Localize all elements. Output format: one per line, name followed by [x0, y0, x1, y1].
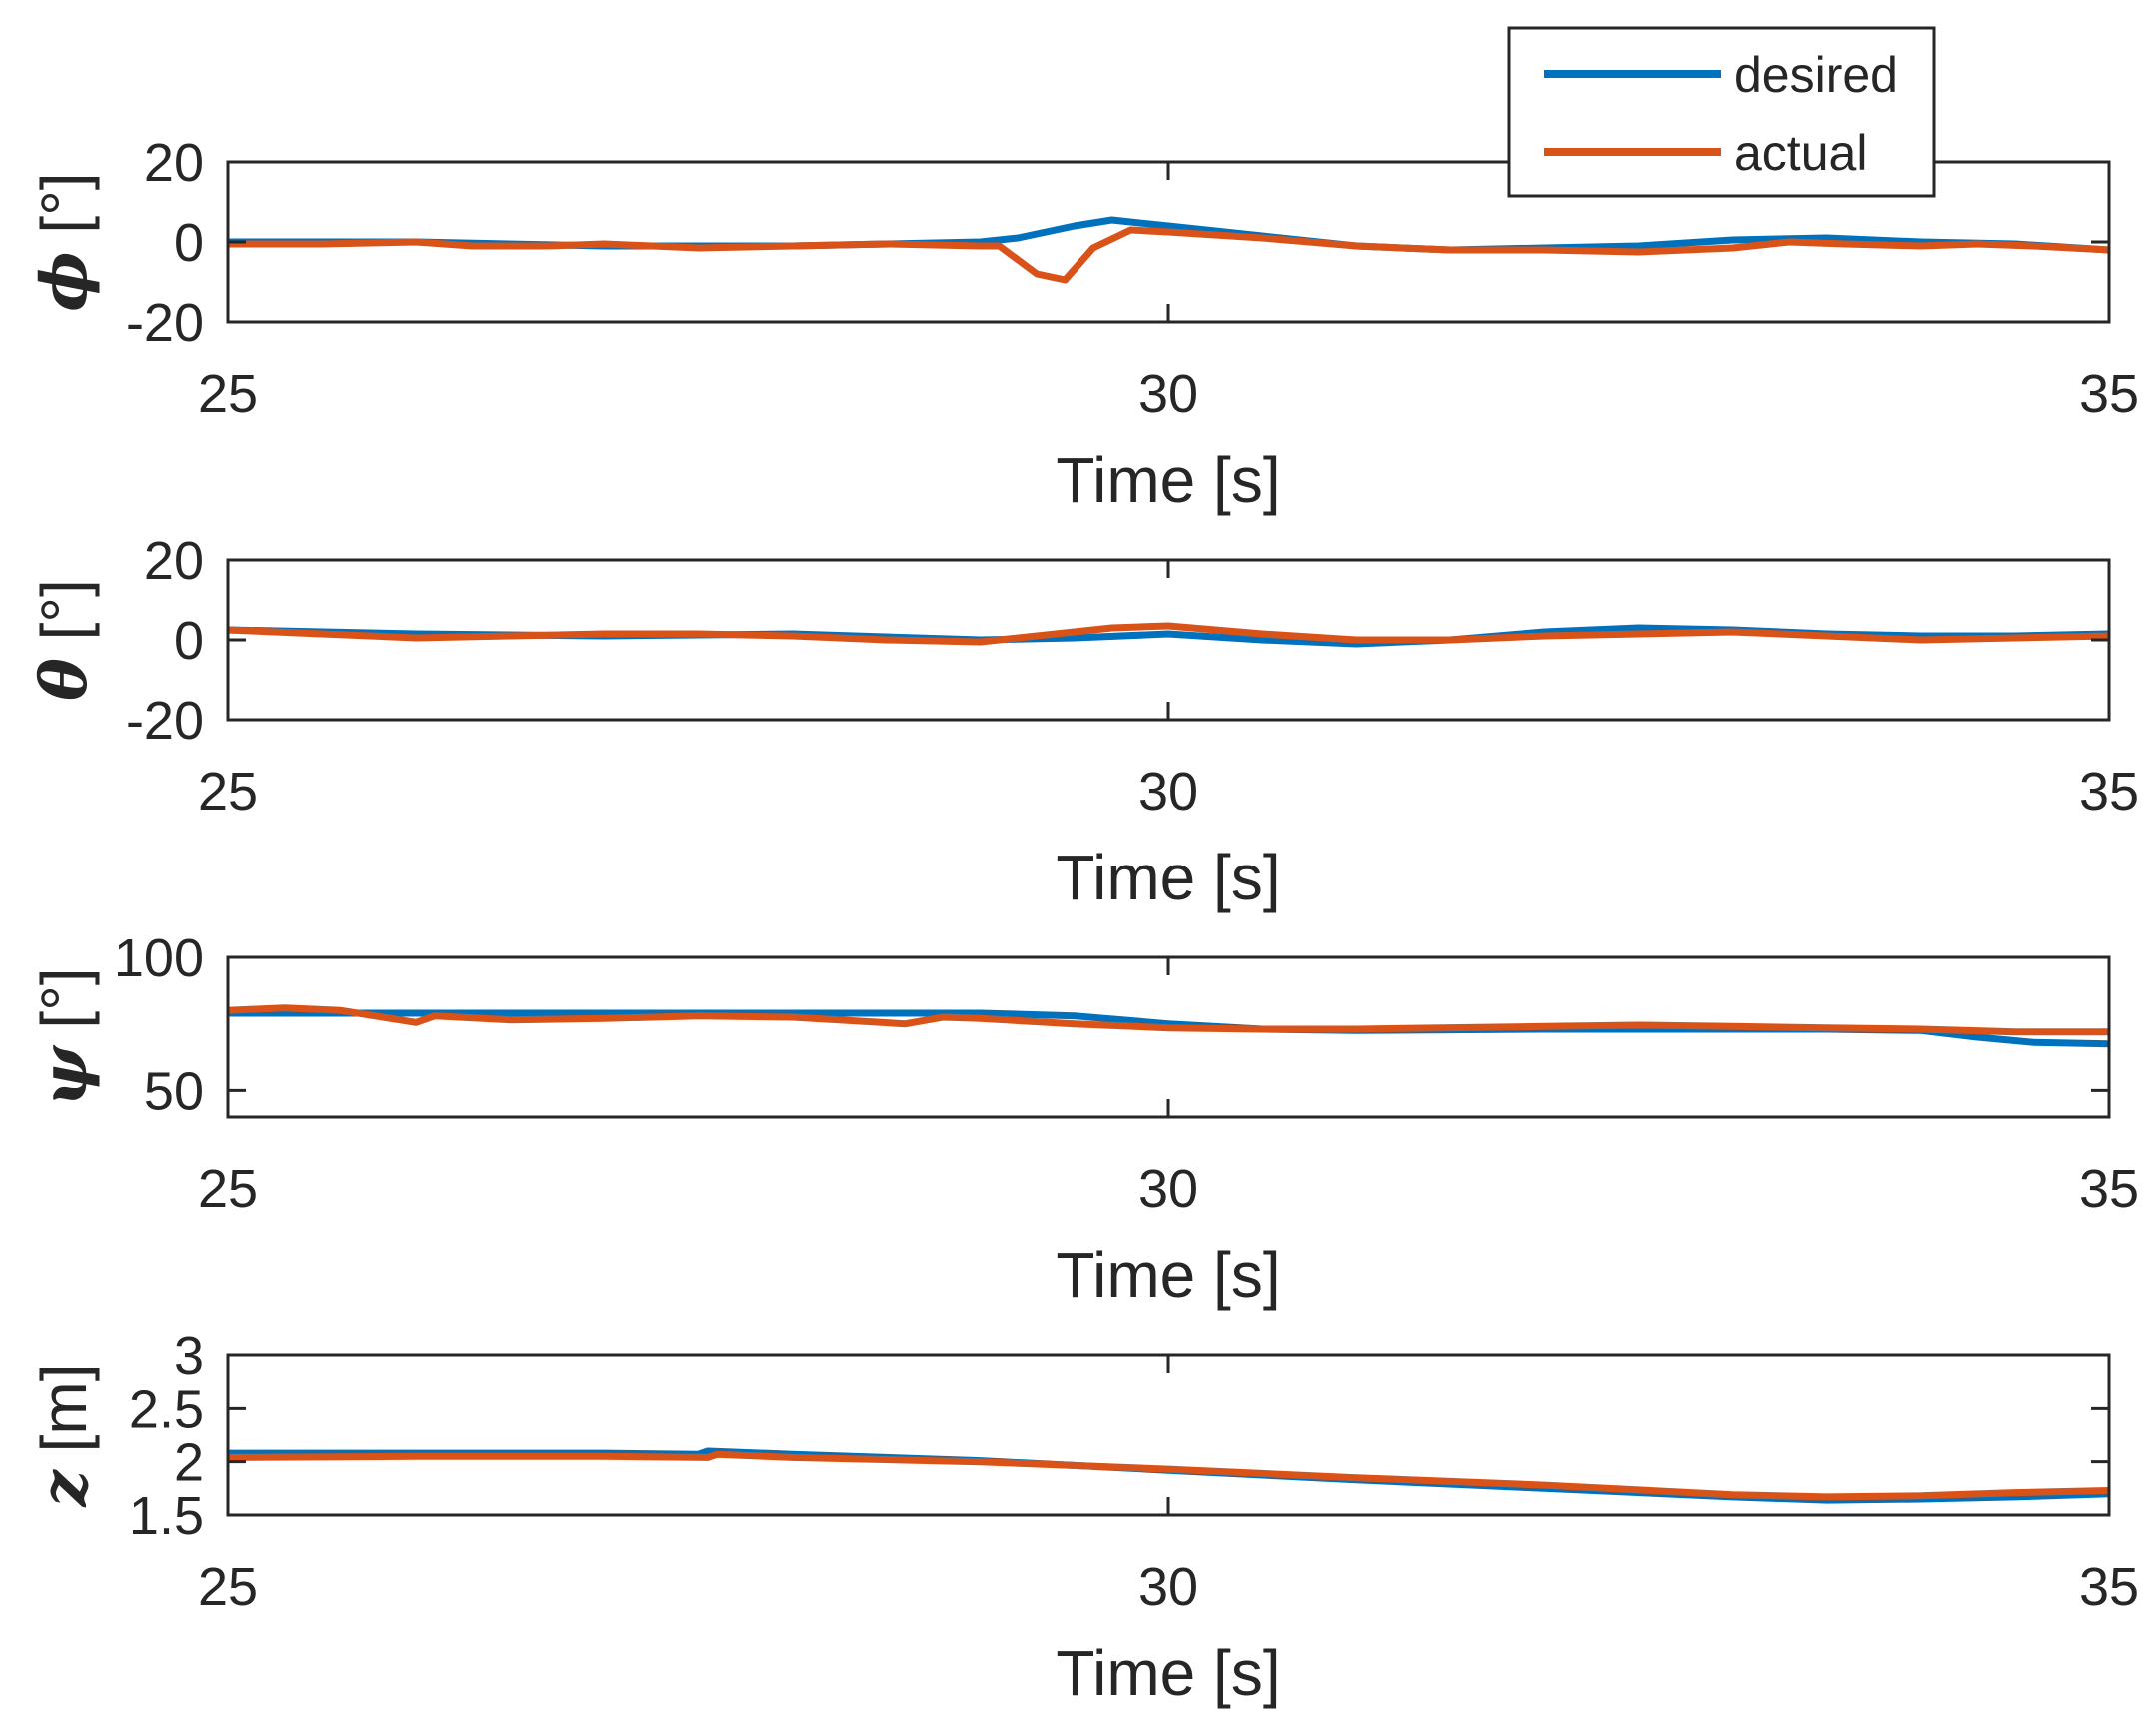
- y-axis-title: ϕ [°]: [27, 172, 102, 311]
- x-axis-title: Time [s]: [1056, 444, 1280, 516]
- x-axis-title: Time [s]: [1056, 1637, 1280, 1709]
- series-line-actual: [228, 226, 2109, 284]
- y-axis-unit: [°]: [28, 967, 100, 1046]
- legend: desired actual: [1507, 26, 1936, 198]
- y-tick-label: 2: [174, 1433, 204, 1493]
- y-axis-unit: [°]: [28, 172, 100, 251]
- series-line-actual: [228, 622, 2109, 646]
- x-tick-label: 25: [198, 762, 258, 822]
- x-axis-title: Time [s]: [1056, 1239, 1280, 1311]
- y-axis-symbol: z: [27, 1469, 102, 1508]
- y-tick-label: -20: [126, 691, 204, 751]
- subplot-3: 25 30 35 100 50 Time [s] ψ [°]: [27, 928, 2139, 1311]
- x-tick-label: 30: [1138, 762, 1198, 822]
- x-tick-label: 35: [2079, 762, 2139, 822]
- y-axis-title: z [m]: [27, 1364, 102, 1508]
- x-tick-label: 30: [1138, 364, 1198, 424]
- y-tick-label: 2.5: [129, 1379, 204, 1439]
- x-tick-label: 25: [198, 364, 258, 424]
- y-tick-label: 0: [174, 611, 204, 671]
- y-axis-unit: [m]: [28, 1364, 100, 1471]
- x-tick-label: 35: [2079, 1159, 2139, 1219]
- y-axis-symbol: θ: [27, 658, 102, 701]
- x-tick-label: 30: [1138, 1159, 1198, 1219]
- subplot-4: 25 30 35 32.521.5 Time [s] z [m]: [27, 1326, 2139, 1709]
- y-tick-label: 1.5: [129, 1486, 204, 1546]
- y-tick-label: 20: [144, 531, 204, 591]
- x-tick-label: 35: [2079, 1557, 2139, 1617]
- axes-box: [226, 558, 2111, 722]
- axes-box: [226, 1353, 2111, 1517]
- y-axis-unit: [°]: [28, 579, 100, 658]
- series-line-actual: [228, 1004, 2109, 1036]
- x-axis-title: Time [s]: [1056, 842, 1280, 913]
- y-tick-label: 50: [144, 1061, 204, 1121]
- y-tick-label: 0: [174, 213, 204, 273]
- y-tick-label: 20: [144, 133, 204, 193]
- x-tick-label: 30: [1138, 1557, 1198, 1617]
- subplot-1: 25 30 35 20 0 -20 Time [s] ϕ [°]: [27, 133, 2139, 516]
- y-axis-title: θ [°]: [27, 579, 102, 701]
- x-tick-label: 25: [198, 1557, 258, 1617]
- y-axis-title: ψ [°]: [27, 967, 102, 1106]
- y-tick-label: -20: [126, 293, 204, 353]
- x-tick-label: 25: [198, 1159, 258, 1219]
- x-tick-label: 35: [2079, 364, 2139, 424]
- legend-label: actual: [1734, 125, 1867, 181]
- legend-box: [1507, 26, 1936, 198]
- y-axis-symbol: ψ: [27, 1045, 102, 1107]
- series-line-actual: [228, 1450, 2109, 1501]
- legend-label: desired: [1734, 47, 1898, 103]
- y-tick-label: 100: [114, 928, 204, 988]
- y-axis-symbol: ϕ: [27, 251, 102, 311]
- y-tick-label: 3: [174, 1326, 204, 1386]
- axes-box: [226, 955, 2111, 1119]
- subplot-2: 25 30 35 20 0 -20 Time [s] θ [°]: [27, 531, 2139, 913]
